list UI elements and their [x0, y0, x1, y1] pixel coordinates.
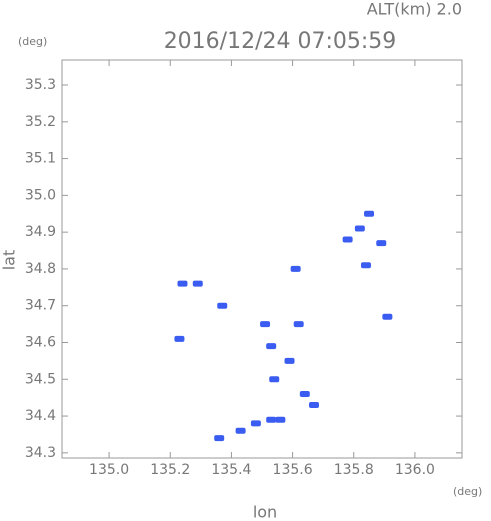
- radar-echo: [260, 321, 271, 328]
- x-axis-label: lon: [253, 503, 277, 521]
- x-tick-label: 135.6: [273, 462, 313, 478]
- radar-echo: [354, 225, 365, 232]
- y-tick-label: 34.4: [25, 408, 56, 424]
- radar-echo: [275, 416, 286, 423]
- x-tick-label: 135.8: [334, 462, 374, 478]
- y-tick-label: 34.7: [25, 298, 56, 314]
- plot-frame: [61, 59, 463, 459]
- radar-echo: [192, 280, 203, 287]
- radar-echo: [217, 302, 228, 309]
- radar-echo: [235, 427, 246, 434]
- radar-echo: [174, 335, 185, 342]
- y-tick-label: 35.0: [25, 187, 56, 203]
- y-unit: (deg): [18, 35, 47, 48]
- y-tick-label: 35.3: [25, 77, 56, 93]
- y-tick-label: 35.1: [25, 151, 56, 167]
- radar-echo: [177, 280, 188, 287]
- radar-echo: [293, 321, 304, 328]
- x-tick-label: 135.4: [211, 462, 251, 478]
- radar-echo: [290, 265, 301, 272]
- radar-echo: [269, 376, 280, 383]
- radar-echo: [342, 236, 353, 243]
- radar-echo: [266, 416, 277, 423]
- y-axis-label: lat: [0, 250, 19, 271]
- y-tick-label: 34.8: [25, 261, 56, 277]
- chart-title: 2016/12/24 07:05:59: [164, 29, 397, 54]
- y-tick-label: 34.5: [25, 371, 56, 387]
- radar-echo: [382, 313, 393, 320]
- radar-echo: [360, 262, 371, 269]
- x-tick-label: 135.0: [89, 462, 129, 478]
- y-tick-label: 34.9: [25, 224, 56, 240]
- radar-echo: [266, 343, 277, 350]
- radar-echo: [308, 402, 319, 409]
- x-tick-label: 135.2: [150, 462, 190, 478]
- radar-echo: [364, 210, 375, 217]
- x-unit: (deg): [453, 485, 482, 498]
- altitude-label: ALT(km) 2.0: [367, 0, 462, 19]
- radar-echo: [214, 435, 225, 442]
- y-tick-label: 34.3: [25, 445, 56, 461]
- radar-echo: [250, 420, 261, 427]
- radar-echo: [299, 390, 310, 397]
- radar-echo: [284, 357, 295, 364]
- y-tick-label: 35.2: [25, 114, 56, 130]
- radar-echo: [376, 240, 387, 247]
- y-tick-label: 34.6: [25, 334, 56, 350]
- x-tick-label: 136.0: [395, 462, 435, 478]
